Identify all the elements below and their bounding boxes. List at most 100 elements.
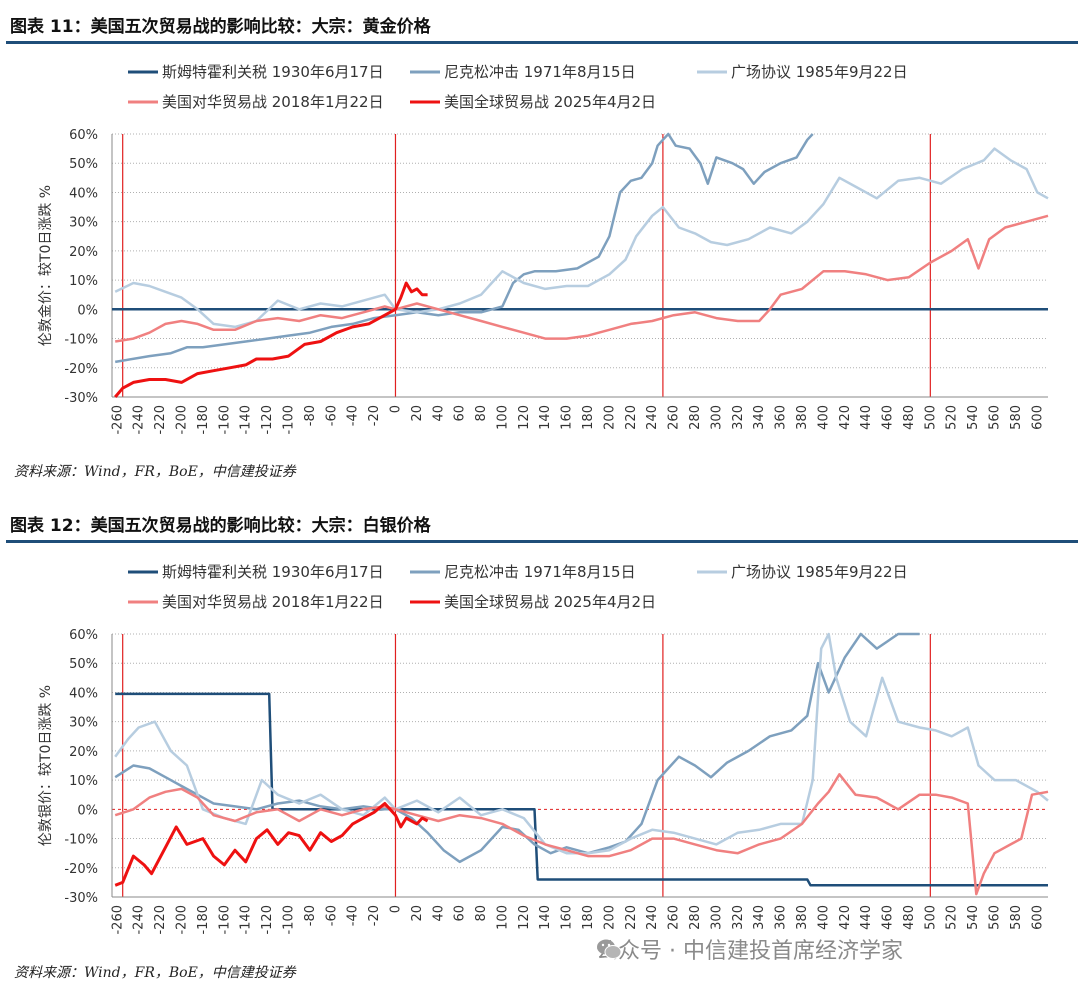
- x-tick-label: -260: [110, 905, 125, 935]
- y-tick-label: 50%: [69, 657, 98, 672]
- x-tick-label: 100: [495, 905, 510, 930]
- x-tick-label: -120: [260, 405, 275, 435]
- x-tick-label: -220: [153, 905, 168, 935]
- x-tick-label: 300: [709, 905, 724, 930]
- legend-label: 美国全球贸易战 2025年4月2日: [444, 593, 656, 611]
- x-tick-label: 80: [474, 405, 489, 422]
- legend-label: 斯姆特霍利关税 1930年6月17日: [162, 563, 384, 581]
- x-tick-label: 320: [731, 905, 746, 930]
- x-tick-label: -80: [303, 405, 318, 426]
- y-tick-label: 20%: [69, 245, 98, 260]
- legend-label: 斯姆特霍利关税 1930年6月17日: [162, 63, 384, 81]
- x-tick-label: -100: [282, 905, 297, 935]
- x-tick-label: 0: [388, 405, 403, 413]
- x-tick-label: 340: [752, 405, 767, 430]
- x-tick-label: 240: [645, 405, 660, 430]
- x-tick-label: -160: [217, 905, 232, 935]
- x-tick-label: 280: [688, 405, 703, 430]
- x-tick-label: -40: [346, 405, 361, 426]
- y-tick-label: 10%: [69, 774, 98, 789]
- x-tick-label: 480: [902, 905, 917, 930]
- legend-label: 尼克松冲击 1971年8月15日: [444, 563, 636, 581]
- legend-label: 美国对华贸易战 2018年1月22日: [162, 593, 384, 611]
- legend: 斯姆特霍利关税 1930年6月17日 尼克松冲击 1971年8月15日 广场协议 1…: [128, 563, 908, 611]
- gridlines: [112, 633, 1048, 898]
- x-tick-label: -100: [282, 405, 297, 435]
- x-tick-label: 520: [945, 905, 960, 930]
- source-note: 资料来源：Wind，FR，BoE，中信建投证券: [14, 965, 296, 981]
- y-tick-label: -20%: [64, 362, 98, 377]
- x-tick-label: -60: [324, 405, 339, 426]
- x-ticks: -260 -240 -220 -200 -180 -160 -140 -120 -100 -80-…: [110, 405, 1045, 435]
- y-ticks: -30% -20% -10% 0% 10% 20% 30% 40% 50% 60%: [64, 628, 98, 906]
- watermark-text: 公众号 · 中信建投首席经济学家: [596, 939, 903, 964]
- x-tick-label: 240: [645, 905, 660, 930]
- y-tick-label: 60%: [69, 128, 98, 143]
- x-tick-label: 560: [988, 405, 1003, 430]
- y-tick-label: 0%: [77, 303, 98, 318]
- x-tick-label: -240: [132, 405, 147, 435]
- x-tick-label: -240: [132, 905, 147, 935]
- x-tick-label: 40: [431, 405, 446, 422]
- y-axis-label: 伦敦银价：较T0日涨跌 %: [38, 685, 54, 846]
- series-line-4: [115, 214, 1049, 343]
- series-line-2: [114, 132, 814, 364]
- y-tick-label: 20%: [69, 745, 98, 760]
- x-tick-label: -20: [367, 905, 382, 926]
- x-tick-label: -140: [239, 405, 254, 435]
- y-tick-label: 40%: [69, 186, 98, 201]
- watermark: 公众号 · 中信建投首席经济学家: [596, 933, 903, 965]
- x-tick-label: 100: [495, 405, 510, 430]
- x-tick-label: 200: [602, 905, 617, 930]
- x-tick-label: -180: [196, 405, 211, 435]
- x-tick-label: -220: [153, 405, 168, 435]
- series-line-5: [114, 281, 428, 398]
- silver-chart: 斯姆特霍利关税 1930年6月17日 尼克松冲击 1971年8月15日 广场协议 1…: [38, 563, 1049, 935]
- x-tick-label: 280: [688, 905, 703, 930]
- y-tick-label: -20%: [64, 862, 98, 877]
- x-tick-label: 560: [988, 905, 1003, 930]
- x-tick-label: 460: [881, 405, 896, 430]
- x-tick-label: 380: [795, 905, 810, 930]
- y-tick-label: 0%: [77, 803, 98, 818]
- x-tick-label: 440: [859, 405, 874, 430]
- x-tick-label: 400: [816, 405, 831, 430]
- x-tick-label: -60: [324, 905, 339, 926]
- y-axis-label: 伦敦金价：较T0日涨跌 %: [38, 185, 54, 346]
- x-tick-label: -160: [217, 405, 232, 435]
- y-tick-label: -10%: [64, 333, 98, 348]
- y-tick-label: 50%: [69, 157, 98, 172]
- legend-label: 广场协议 1985年9月22日: [731, 563, 908, 581]
- x-tick-label: 320: [731, 405, 746, 430]
- title-rule: [6, 540, 1078, 543]
- event-lines: [122, 134, 931, 397]
- figure-title: 图表 12：美国五次贸易战的影响比较：大宗：白银价格: [10, 516, 431, 536]
- y-tick-label: -30%: [64, 391, 98, 406]
- gold-chart: 斯姆特霍利关税 1930年6月17日 尼克松冲击 1971年8月15日 广场协议 1…: [38, 63, 1049, 435]
- x-tick-label: 500: [923, 405, 938, 430]
- x-tick-label: 480: [902, 405, 917, 430]
- legend-label: 尼克松冲击 1971年8月15日: [444, 63, 636, 81]
- title-rule: [6, 41, 1078, 44]
- x-ticks: -260 -240 -220 -200 -180 -160 -140 -120 -100 -80-…: [110, 905, 1045, 935]
- x-tick-label: 460: [881, 905, 896, 930]
- x-tick-label: -180: [196, 905, 211, 935]
- x-tick-label: 260: [667, 405, 682, 430]
- x-tick-label: 40: [431, 905, 446, 922]
- series-line-2: [114, 632, 920, 864]
- x-tick-label: 300: [709, 405, 724, 430]
- legend-label: 美国对华贸易战 2018年1月22日: [162, 93, 384, 111]
- x-tick-label: 140: [538, 905, 553, 930]
- x-tick-label: 160: [560, 905, 575, 930]
- x-tick-label: 260: [667, 905, 682, 930]
- x-tick-label: 20: [410, 905, 425, 922]
- x-tick-label: 420: [838, 905, 853, 930]
- x-tick-label: 540: [966, 905, 981, 930]
- x-tick-label: 180: [581, 905, 596, 930]
- x-tick-label: -20: [367, 405, 382, 426]
- x-tick-label: 140: [538, 405, 553, 430]
- x-tick-label: 600: [1030, 405, 1045, 430]
- legend-label: 美国全球贸易战 2025年4月2日: [444, 93, 656, 111]
- x-tick-label: 360: [774, 905, 789, 930]
- x-tick-label: -140: [239, 905, 254, 935]
